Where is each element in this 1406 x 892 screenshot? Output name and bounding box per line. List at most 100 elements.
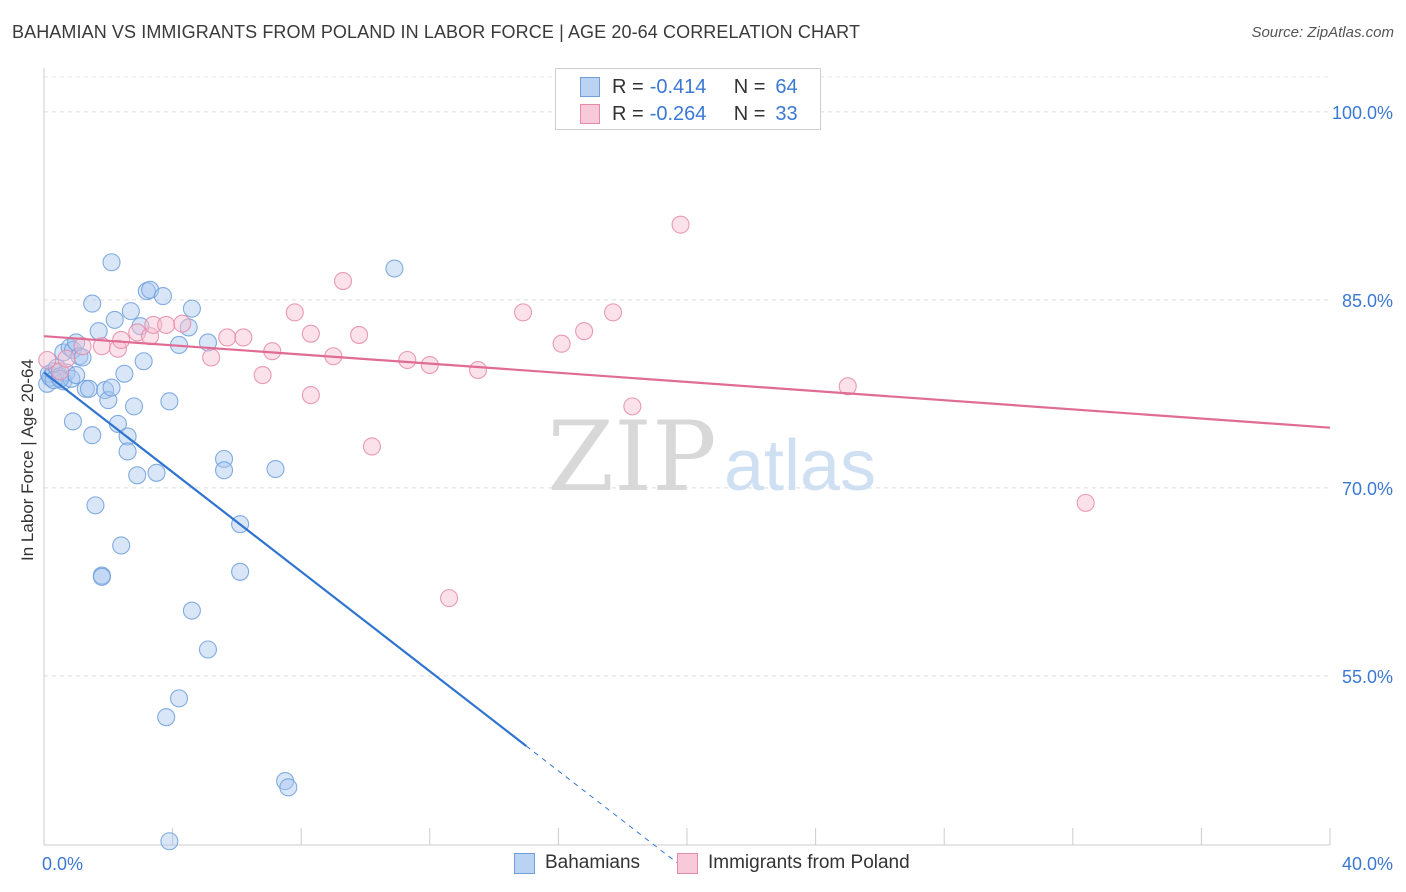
trend-line-bahamians	[43, 371, 527, 747]
r-label: R =	[612, 102, 644, 125]
trend-line-poland	[43, 335, 1331, 429]
legend-item-bahamians[interactable]: Bahamians	[514, 852, 640, 874]
data-point	[83, 294, 102, 313]
legend-row-bahamians: R = -0.414 N = 64	[580, 75, 798, 99]
data-point	[440, 589, 459, 608]
data-point	[398, 350, 417, 370]
data-point	[121, 302, 140, 321]
data-point	[468, 360, 488, 380]
data-point	[38, 350, 57, 370]
data-point	[92, 567, 111, 586]
data-point	[67, 365, 86, 385]
data-point	[79, 379, 99, 398]
data-point	[173, 314, 192, 333]
data-point	[301, 324, 320, 343]
data-point	[144, 315, 163, 334]
data-point	[266, 459, 285, 479]
data-point	[513, 303, 533, 322]
data-point	[134, 352, 153, 371]
n-label: N =	[733, 102, 766, 125]
chart-title: BAHAMIAN VS IMMIGRANTS FROM POLAND IN LA…	[12, 22, 861, 42]
r-label: R =	[612, 75, 644, 98]
r-value: -0.264	[649, 102, 707, 125]
data-point	[63, 412, 82, 431]
trend-extension-bahamians	[525, 745, 688, 871]
legend-swatch-pink	[580, 104, 600, 124]
data-point	[157, 315, 176, 334]
data-point	[362, 437, 381, 456]
legend-swatch-blue	[514, 852, 535, 874]
y-tick-label: 70.0%	[1342, 479, 1393, 499]
y-axis-label: In Labor Force | Age 20-64	[18, 359, 37, 561]
legend-swatch-pink	[677, 852, 698, 874]
data-point	[231, 562, 250, 581]
grid	[44, 76, 1330, 677]
r-value: -0.414	[649, 75, 707, 98]
y-tick-label: 85.0%	[1342, 291, 1393, 311]
watermark-zip: ZIP	[547, 401, 716, 513]
data-point	[671, 215, 690, 234]
trend-lines	[43, 335, 1331, 871]
series-legend: Bahamians Immigrants from Poland	[0, 852, 1406, 876]
legend-row-poland: R = -0.264 N = 33	[580, 102, 798, 126]
data-point	[385, 259, 404, 278]
data-point	[1076, 493, 1095, 512]
data-point	[623, 397, 642, 416]
data-point	[285, 303, 304, 322]
data-point	[279, 778, 298, 797]
data-point	[112, 536, 131, 555]
data-point	[160, 392, 179, 411]
data-point	[604, 303, 623, 322]
axes	[43, 68, 1331, 846]
legend-swatch-blue	[580, 77, 600, 97]
x-tick-label: 0.0%	[42, 854, 83, 874]
watermark: ZIP atlas	[547, 401, 876, 513]
data-point	[234, 328, 253, 347]
data-point	[157, 708, 176, 727]
data-point	[118, 442, 137, 461]
data-point	[73, 337, 92, 356]
n-label: N =	[733, 75, 766, 98]
data-point	[160, 832, 179, 851]
data-point	[102, 253, 121, 272]
data-point	[198, 640, 218, 659]
data-point	[202, 348, 221, 367]
data-point	[153, 287, 173, 306]
data-point	[115, 364, 134, 383]
data-point	[301, 386, 320, 405]
data-point	[86, 496, 105, 515]
data-point	[182, 601, 201, 620]
data-point	[253, 365, 272, 385]
data-point	[105, 310, 124, 329]
legend-label: Immigrants from Poland	[708, 852, 910, 873]
x-tick-label: 40.0%	[1342, 854, 1393, 874]
data-point	[147, 463, 166, 482]
data-point	[552, 334, 571, 353]
y-tick-label: 100.0%	[1332, 103, 1393, 123]
data-point	[83, 426, 102, 445]
source-label: Source: ZipAtlas.com	[1251, 24, 1394, 41]
data-points	[38, 215, 1095, 851]
data-point	[89, 322, 108, 341]
data-point	[350, 325, 369, 344]
data-point	[124, 397, 144, 416]
tick-labels: 55.0% 70.0% 85.0% 100.0% 0.0% 40.0%	[42, 103, 1393, 874]
data-point	[214, 461, 234, 480]
data-point	[218, 328, 237, 347]
legend-label: Bahamians	[545, 852, 641, 873]
data-point	[182, 299, 201, 318]
watermark-atlas: atlas	[724, 426, 876, 506]
data-point	[112, 330, 131, 350]
data-point	[169, 689, 189, 708]
data-point	[838, 377, 857, 396]
correlation-legend: R = -0.414 N = 64 R = -0.264 N = 33	[555, 68, 821, 130]
y-tick-label: 55.0%	[1342, 667, 1393, 687]
data-point	[333, 271, 353, 291]
data-point	[128, 466, 147, 485]
n-value: 33	[775, 102, 798, 125]
n-value: 64	[775, 75, 798, 98]
legend-item-poland[interactable]: Immigrants from Poland	[677, 852, 910, 874]
data-point	[57, 349, 76, 368]
data-point	[102, 378, 121, 397]
